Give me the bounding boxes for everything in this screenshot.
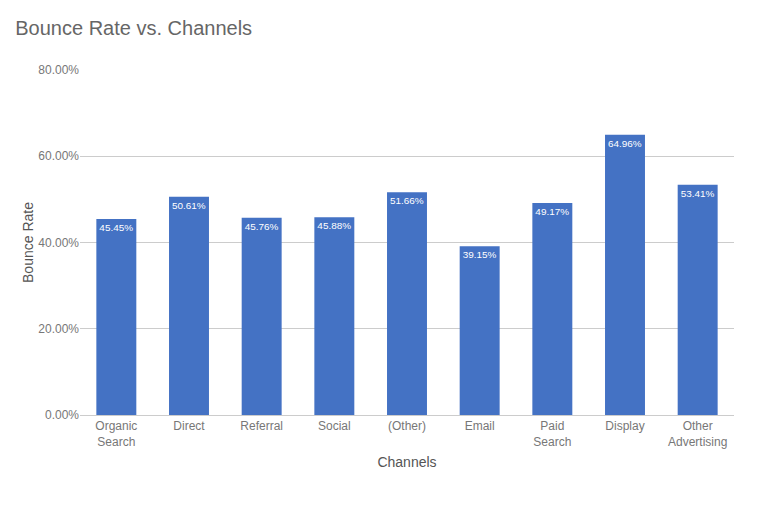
svg-text:OrganicSearch: OrganicSearch bbox=[95, 419, 137, 449]
svg-text:60.00%: 60.00% bbox=[38, 149, 79, 163]
svg-text:53.41%: 53.41% bbox=[681, 188, 715, 199]
svg-text:20.00%: 20.00% bbox=[38, 322, 79, 336]
svg-text:Email: Email bbox=[465, 419, 495, 433]
svg-text:45.88%: 45.88% bbox=[317, 220, 351, 231]
svg-text:Direct: Direct bbox=[173, 419, 205, 433]
svg-text:0.00%: 0.00% bbox=[45, 408, 79, 422]
svg-text:Referral: Referral bbox=[240, 419, 283, 433]
svg-text:PaidSearch: PaidSearch bbox=[533, 419, 571, 449]
svg-text:50.61%: 50.61% bbox=[172, 200, 206, 211]
svg-text:Channels: Channels bbox=[377, 454, 436, 470]
svg-text:40.00%: 40.00% bbox=[38, 236, 79, 250]
svg-text:45.76%: 45.76% bbox=[245, 221, 279, 232]
svg-text:Bounce Rate: Bounce Rate bbox=[20, 202, 36, 283]
svg-text:OtherAdvertising: OtherAdvertising bbox=[668, 419, 727, 449]
svg-text:64.96%: 64.96% bbox=[608, 138, 642, 149]
svg-text:Social: Social bbox=[318, 419, 351, 433]
svg-text:45.45%: 45.45% bbox=[99, 222, 133, 233]
svg-text:Bounce Rate vs. Channels: Bounce Rate vs. Channels bbox=[15, 17, 252, 39]
svg-text:(Other): (Other) bbox=[388, 419, 426, 433]
svg-text:39.15%: 39.15% bbox=[463, 249, 497, 260]
svg-text:51.66%: 51.66% bbox=[390, 195, 424, 206]
svg-text:80.00%: 80.00% bbox=[38, 63, 79, 77]
svg-text:Display: Display bbox=[605, 419, 644, 433]
svg-text:49.17%: 49.17% bbox=[535, 206, 569, 217]
